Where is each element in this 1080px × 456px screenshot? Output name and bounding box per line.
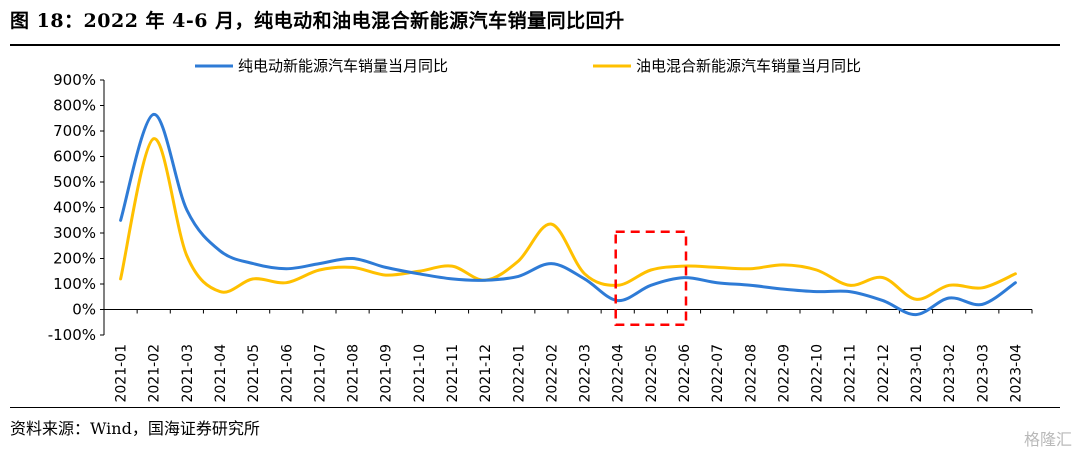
x-tick-label: 2022-10 <box>810 344 826 403</box>
x-tick-label: 2022-06 <box>677 344 693 403</box>
y-tick-label: 300% <box>53 224 96 242</box>
highlight-dashed-box <box>614 230 688 327</box>
x-tick-label: 2021-03 <box>180 344 196 403</box>
x-tick-label: 2021-06 <box>279 344 295 403</box>
y-tick-label: -100% <box>48 326 96 344</box>
x-tick-label: 2021-10 <box>412 344 428 403</box>
x-tick-label: 2022-01 <box>511 344 527 403</box>
x-tick-label: 2022-08 <box>743 344 759 403</box>
x-tick-label: 2021-07 <box>312 344 328 403</box>
source-note: 资料来源：Wind，国海证券研究所 <box>10 419 260 438</box>
y-tick-label: 200% <box>53 250 96 268</box>
y-tick-label: 600% <box>53 148 96 166</box>
x-tick-label: 2023-02 <box>942 344 958 403</box>
x-tick-label: 2023-03 <box>975 344 991 403</box>
y-tick-label: 800% <box>53 97 96 115</box>
x-tick-label: 2021-09 <box>379 344 395 403</box>
legend-label-hybrid: 油电混合新能源汽车销量当月同比 <box>636 57 861 75</box>
x-tick-label: 2021-02 <box>147 344 163 403</box>
y-tick-label: 100% <box>53 275 96 293</box>
x-tick-label: 2022-02 <box>544 344 560 403</box>
x-tick-label: 2022-09 <box>776 344 792 403</box>
x-tick-label: 2021-11 <box>445 344 461 403</box>
source-rule <box>10 407 1060 408</box>
title-rule <box>10 44 1060 46</box>
series-line-pure-electric <box>119 112 1017 317</box>
x-tick-label: 2021-08 <box>346 344 362 403</box>
chart-legend: 纯电动新能源汽车销量当月同比 油电混合新能源汽车销量当月同比 <box>195 57 861 75</box>
y-tick-label: 700% <box>53 122 96 140</box>
watermark-logo: 格隆汇 <box>1023 430 1072 449</box>
y-tick-label: 500% <box>53 173 96 191</box>
x-tick-label: 2021-01 <box>114 344 130 403</box>
x-tick-label: 2021-12 <box>478 344 494 403</box>
x-tick-label: 2021-05 <box>246 344 262 403</box>
x-tick-label: 2022-03 <box>578 344 594 403</box>
y-tick-label: 0% <box>72 301 96 319</box>
y-tick-label: 400% <box>53 199 96 217</box>
x-tick-label: 2022-04 <box>611 344 627 403</box>
y-tick-label: 900% <box>53 71 96 89</box>
x-tick-label: 2022-11 <box>843 344 859 403</box>
x-tick-label: 2022-07 <box>710 344 726 403</box>
figure-title: 图 18：2022 年 4-6 月，纯电动和油电混合新能源汽车销量同比回升 <box>10 10 625 32</box>
x-tick-label: 2021-04 <box>213 344 229 403</box>
chart-series <box>119 112 1017 317</box>
x-tick-label: 2022-05 <box>644 344 660 403</box>
series-line-hybrid <box>119 137 1017 301</box>
chart-axes: -100% 0% 100% 200% 300% 400% 500% 600% 700% 800% 9… <box>48 71 1033 403</box>
legend-label-pure-electric: 纯电动新能源汽车销量当月同比 <box>238 57 448 75</box>
chart-annotation <box>614 230 688 327</box>
x-tick-label: 2023-04 <box>1008 344 1024 403</box>
x-tick-label: 2022-12 <box>876 344 892 403</box>
x-tick-label: 2023-01 <box>909 344 925 403</box>
